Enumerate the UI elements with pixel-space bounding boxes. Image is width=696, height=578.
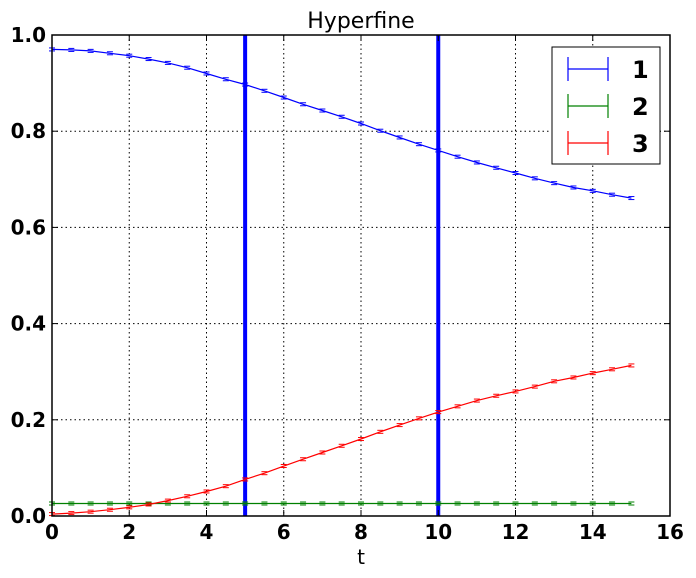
y-tick-label: 0.2 (11, 408, 46, 432)
legend: 1 2 3 (551, 46, 661, 165)
legend-entry: 3 (567, 130, 649, 158)
series (49, 47, 635, 517)
x-tick-label: 12 (502, 520, 530, 544)
ticks: 0 2 4 6 8 10 12 14 160.00.20.40.60.81.0 (11, 23, 684, 544)
series-line (51, 48, 632, 199)
y-tick-label: 1.0 (11, 23, 46, 47)
x-tick-label: 6 (277, 520, 291, 544)
x-tick-label: 16 (656, 520, 684, 544)
legend-label: 2 (632, 93, 649, 121)
x-tick-label: 14 (579, 520, 607, 544)
legend-entry: 1 (567, 56, 649, 84)
x-tick-label: 2 (122, 520, 136, 544)
legend-label: 1 (632, 56, 649, 84)
x-tick-label: 10 (424, 520, 452, 544)
x-tick-label: 4 (200, 520, 214, 544)
chart-title: Hyperfine (307, 9, 414, 34)
y-tick-label: 0.8 (11, 119, 46, 143)
legend-entry: 2 (567, 93, 649, 121)
y-tick-label: 0.0 (11, 504, 46, 528)
series-3 (49, 363, 635, 517)
x-tick-label: 8 (354, 520, 368, 544)
x-tick-label: 0 (45, 520, 59, 544)
series-line (51, 364, 632, 515)
y-tick-label: 0.4 (11, 312, 46, 336)
series-1 (49, 47, 635, 201)
vertical-markers (243, 35, 441, 516)
x-axis-label: t (357, 545, 365, 569)
legend-label: 3 (632, 130, 649, 158)
y-tick-label: 0.6 (11, 215, 46, 239)
